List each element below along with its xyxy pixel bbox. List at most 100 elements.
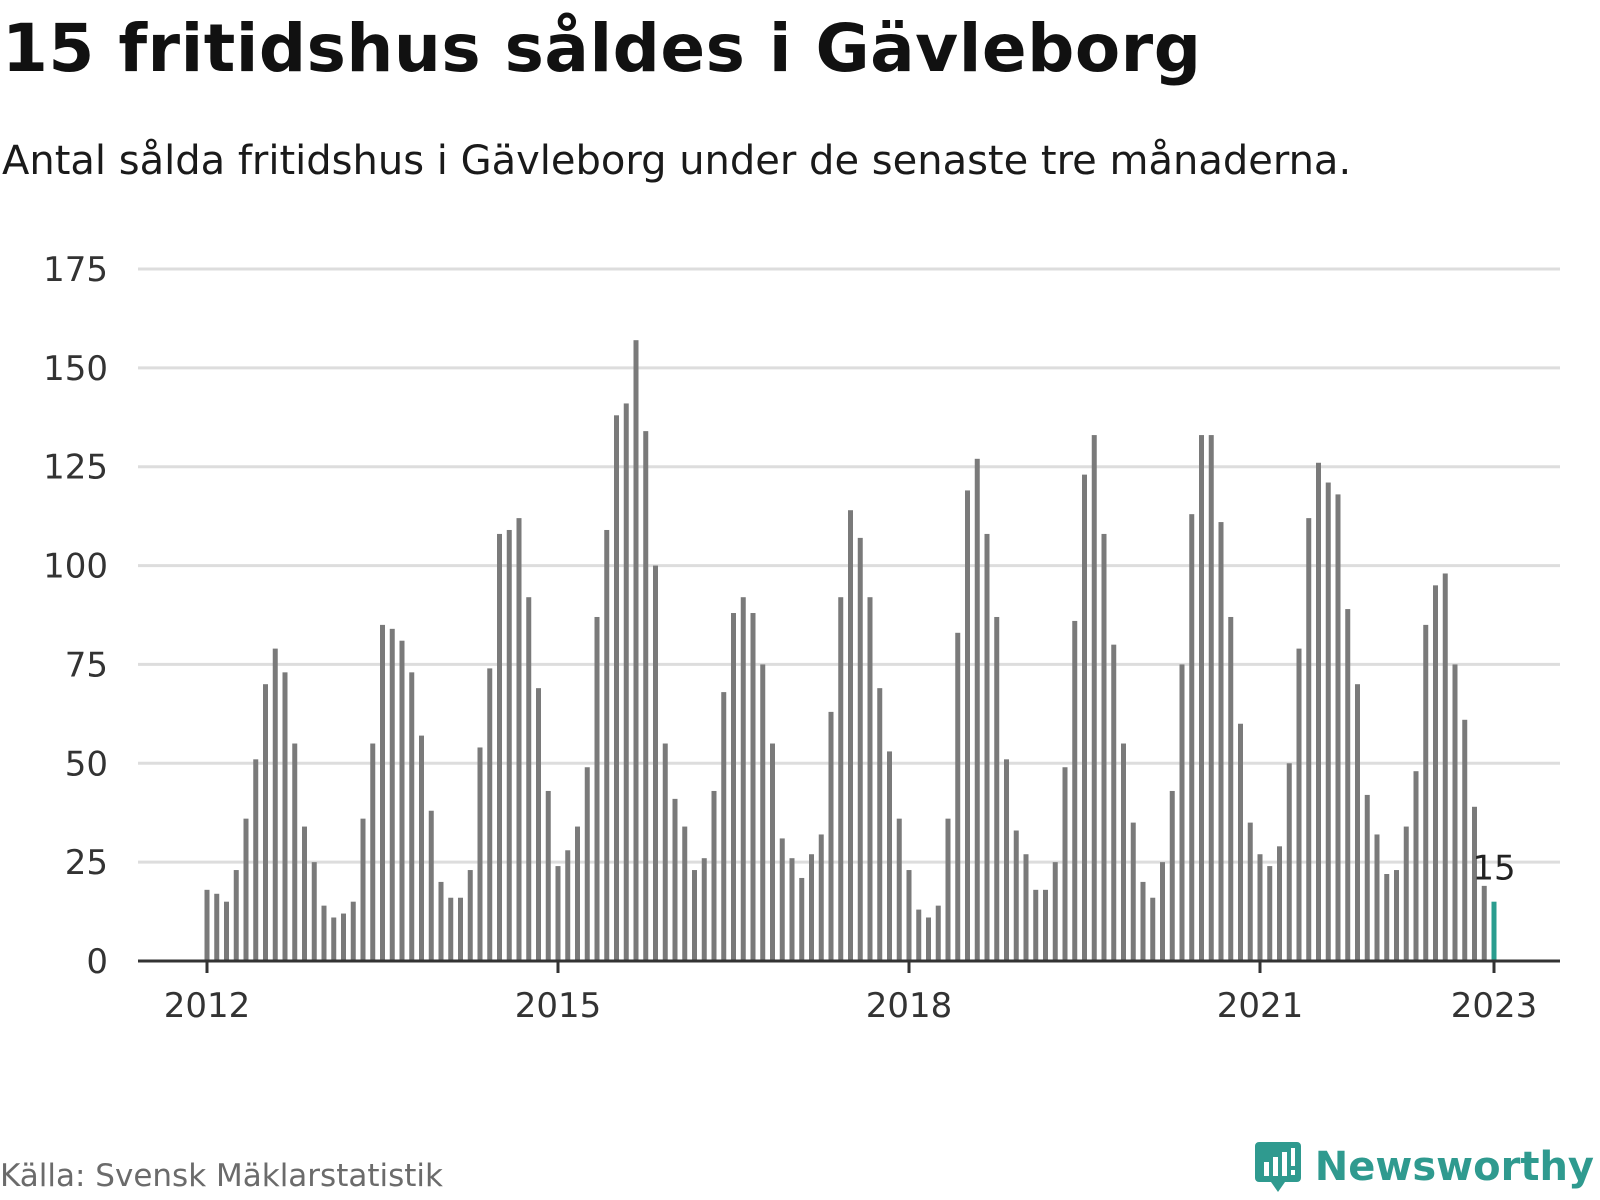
bar [302, 826, 307, 961]
bar [575, 826, 580, 961]
bar [1169, 790, 1175, 961]
bar [711, 790, 717, 961]
bar [477, 747, 483, 961]
bar [448, 897, 454, 961]
x-tick-label: 2012 [164, 986, 251, 1026]
bar [1394, 870, 1399, 961]
y-tick-label: 0 [86, 942, 108, 982]
x-tick-label: 2023 [1451, 986, 1538, 1026]
bar [740, 597, 746, 961]
bar [1150, 897, 1156, 961]
bar [877, 688, 883, 961]
bar-chart: 0 25 50 75 100 125 150 175 2012 2015 2018 2021 2023… [43, 250, 1560, 1026]
bar [623, 403, 629, 962]
bar [1257, 854, 1263, 961]
bar [311, 862, 317, 961]
bar [1374, 834, 1380, 961]
bar [848, 510, 853, 961]
bar [1413, 771, 1419, 961]
bar [614, 415, 619, 961]
bar [389, 628, 395, 961]
bar [253, 759, 259, 961]
x-tick-label: 2015 [515, 986, 602, 1026]
bar [994, 616, 1000, 961]
bar [682, 826, 688, 961]
bar [1286, 763, 1292, 961]
bar [1247, 822, 1253, 961]
y-tick-label: 25 [65, 843, 108, 883]
bar [633, 340, 639, 961]
bar [263, 684, 268, 961]
bar [760, 664, 766, 961]
bar [331, 917, 337, 961]
bar [243, 818, 249, 961]
x-tick-label: 2021 [1217, 986, 1304, 1026]
x-tick-label: 2018 [866, 986, 953, 1026]
bar [1452, 664, 1458, 961]
bar [321, 905, 327, 961]
y-tick-label: 75 [65, 645, 108, 685]
bar [672, 798, 678, 961]
bar [1218, 522, 1224, 961]
bar [1228, 616, 1234, 961]
bar [1481, 885, 1487, 961]
bar [1160, 862, 1165, 961]
bar [770, 743, 775, 961]
highlight-value-label: 15 [1472, 849, 1515, 889]
y-tick-label: 100 [43, 547, 108, 587]
bar [1043, 889, 1048, 961]
bar [1179, 664, 1185, 961]
bar [809, 854, 814, 961]
bar [1004, 759, 1009, 961]
bar [1023, 854, 1029, 961]
brand[interactable]: Newsworthy [1253, 1140, 1594, 1194]
bar [965, 490, 970, 961]
bar [799, 877, 805, 961]
bar [399, 640, 405, 961]
bar [1121, 743, 1126, 961]
bar [1335, 494, 1341, 961]
bar-highlight [1491, 901, 1497, 961]
brand-name: Newsworthy [1314, 1144, 1594, 1190]
bar [857, 537, 863, 961]
bar [643, 431, 649, 961]
bar [1199, 435, 1204, 961]
bar [214, 893, 220, 961]
chart-title: 15 fritidshus såldes i Gävleborg [2, 10, 1202, 87]
bars [204, 340, 1497, 962]
bar [1316, 462, 1321, 961]
bar [1082, 474, 1087, 961]
bar [906, 870, 912, 961]
bar [204, 889, 210, 961]
bar [789, 858, 795, 961]
bar [750, 613, 756, 961]
bar [428, 810, 434, 961]
bar [1033, 889, 1039, 961]
source-note: Källa: Svensk Mäklarstatistik [0, 1158, 443, 1194]
bar [896, 818, 902, 961]
bar [1140, 881, 1146, 961]
bar [526, 597, 532, 961]
bar [1355, 684, 1360, 961]
bar [350, 901, 356, 961]
bar [1423, 624, 1429, 961]
bar [955, 632, 961, 961]
bar [1052, 862, 1058, 961]
x-axis-ticks: 2012 2015 2018 2021 2023 [164, 961, 1538, 1026]
bar [1130, 822, 1136, 961]
y-tick-label: 150 [43, 349, 108, 389]
bar [341, 913, 346, 961]
bar [974, 458, 980, 961]
bar [828, 711, 834, 961]
bar [360, 818, 366, 961]
y-tick-label: 125 [43, 448, 108, 488]
bar [506, 529, 512, 961]
bar [497, 533, 502, 961]
bar [1296, 648, 1302, 961]
bar [584, 767, 590, 961]
bar [1111, 644, 1117, 961]
bar [984, 533, 990, 961]
bar [555, 866, 561, 961]
bar [818, 834, 824, 961]
bar [1462, 719, 1468, 961]
